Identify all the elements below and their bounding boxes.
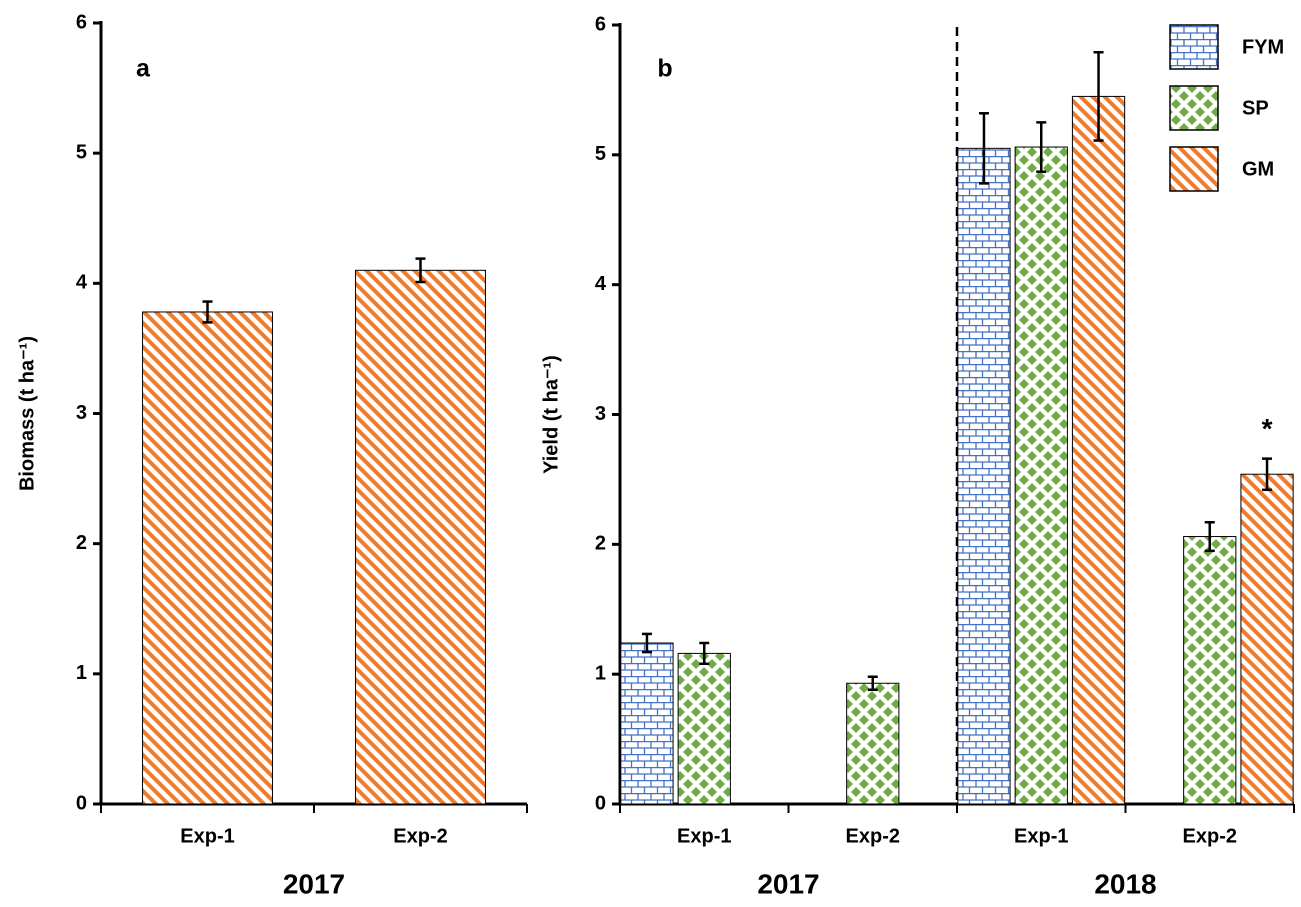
x-tick-label: Exp-2: [846, 825, 900, 847]
error-bar: [867, 675, 878, 691]
annotation: *: [1262, 413, 1273, 444]
panel-label: b: [657, 55, 672, 83]
error-bar: [415, 257, 426, 284]
bar: [1183, 536, 1237, 805]
bar: [846, 682, 900, 805]
x-tick-label: Exp-2: [393, 825, 447, 847]
legend-swatch: [1169, 146, 1219, 192]
bar: [1014, 146, 1068, 805]
x-tick-label: Exp-1: [180, 825, 234, 847]
bar: [677, 652, 731, 805]
legend-swatch: [1169, 24, 1219, 70]
error-bar: [699, 641, 710, 666]
legend-label: SP: [1242, 97, 1269, 119]
legend-swatch: [1169, 85, 1219, 131]
panel-label: a: [136, 55, 151, 83]
error-bar: [978, 112, 989, 185]
legend-label: FYM: [1242, 36, 1284, 58]
y-axis-label: Biomass (t ha⁻¹): [16, 336, 38, 491]
y-tick-label: 1: [76, 662, 87, 684]
y-tick-label: 4: [595, 273, 607, 295]
y-tick-label: 3: [76, 402, 87, 424]
error-bar: [1093, 51, 1104, 142]
error-bar: [202, 300, 213, 324]
x-group-label: 2018: [1094, 868, 1156, 899]
y-tick-label: 6: [76, 11, 87, 33]
y-tick-label: 4: [76, 272, 88, 294]
y-tick-label: 0: [76, 792, 87, 814]
x-tick-label: Exp-1: [677, 825, 731, 847]
y-tick-label: 5: [595, 143, 606, 165]
error-bar: [641, 632, 652, 654]
error-bar: [1204, 521, 1215, 553]
bar: [1071, 95, 1126, 805]
y-tick-label: 1: [595, 662, 606, 684]
x-tick-label: Exp-1: [1014, 825, 1068, 847]
x-tick-label: Exp-2: [1183, 825, 1237, 847]
error-bar: [1262, 457, 1273, 492]
x-group-label: 2017: [757, 868, 819, 899]
bar: [142, 311, 273, 805]
error-bar: [1036, 121, 1047, 173]
bar: [620, 642, 674, 805]
y-tick-label: 5: [76, 141, 87, 163]
y-tick-label: 2: [595, 533, 606, 555]
y-axis-label: Yield (t ha⁻¹): [540, 355, 562, 474]
y-tick-label: 2: [76, 532, 87, 554]
y-tick-label: 6: [595, 13, 606, 35]
x-group-label: 2017: [283, 868, 345, 899]
bar: [355, 269, 486, 805]
y-tick-label: 3: [595, 403, 606, 425]
y-tick-label: 0: [595, 792, 606, 814]
bar: [957, 147, 1011, 805]
bar: [1240, 473, 1294, 805]
legend-label: GM: [1242, 158, 1274, 180]
